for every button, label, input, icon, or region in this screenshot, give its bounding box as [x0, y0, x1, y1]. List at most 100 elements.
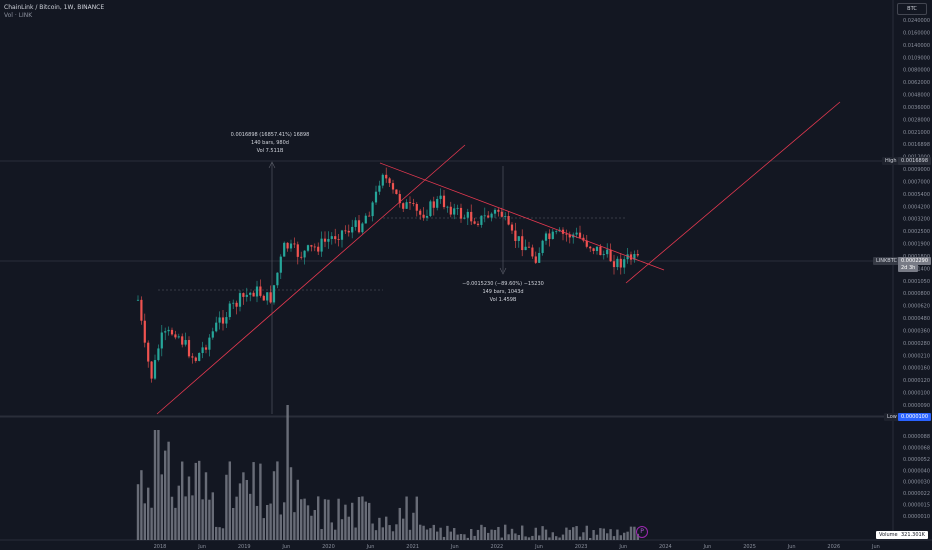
volume-bar — [490, 529, 493, 540]
volume-bar — [453, 528, 456, 540]
candle-body — [150, 361, 153, 379]
price-axis-label: 0.0000620 — [903, 304, 930, 310]
candle-body — [300, 256, 303, 258]
candle-body — [262, 295, 265, 301]
candle-body — [266, 292, 269, 301]
volume-axis-label: 0.0000040 — [903, 468, 930, 474]
candle-body — [218, 317, 221, 323]
volume-bar — [524, 536, 527, 540]
price-axis-label: 0.0062000 — [903, 80, 930, 86]
volume-axis-label: 0.0000022 — [903, 491, 930, 497]
candle-body — [538, 252, 541, 263]
candle-body — [541, 240, 544, 253]
volume-bar — [364, 501, 367, 540]
price-axis-label: 0.0000280 — [903, 341, 930, 347]
price-axis-label: 0.0021000 — [903, 130, 930, 136]
price-axis-label: 0.0000800 — [903, 291, 930, 297]
volume-bar — [572, 527, 575, 540]
volume-bar — [201, 499, 204, 540]
time-axis-label: Jun — [366, 544, 375, 550]
candle-body — [391, 183, 395, 190]
volume-bar — [391, 531, 395, 540]
volume-bar — [272, 471, 276, 540]
volume-bar — [228, 461, 231, 540]
volume-bar — [405, 496, 408, 540]
volume-bar — [293, 512, 296, 540]
volume-bar — [623, 532, 626, 540]
volume-bar — [429, 528, 432, 540]
candle-body — [340, 230, 344, 240]
price-range-measurement-down[interactable]: −0.0015230 (−89.60%) −15230 149 bars, 10… — [438, 280, 568, 304]
publish-marker-icon[interactable]: P — [636, 526, 648, 538]
volume-bar — [313, 510, 316, 540]
price-axis-label: 0.0140000 — [903, 43, 930, 49]
volume-bar — [514, 533, 517, 540]
candle-body — [351, 226, 354, 233]
volume-bar — [150, 507, 153, 540]
candle-body — [143, 320, 146, 343]
price-axis-label: 0.0160000 — [903, 30, 930, 36]
candle-body — [286, 242, 289, 249]
candle-body — [374, 191, 378, 203]
measure-up-volume: Vol 7.511B — [256, 148, 284, 154]
price-range-measurement-up[interactable]: 0.0016898 (16857.41%) 16898 140 bars, 98… — [205, 131, 335, 155]
volume-bar — [612, 536, 616, 540]
candle-body — [337, 239, 340, 240]
volume-bar — [289, 467, 293, 540]
volume-bar — [177, 485, 180, 540]
volume-bar — [300, 499, 303, 540]
currency-button[interactable]: BTC — [897, 3, 927, 15]
candle-body — [204, 347, 208, 350]
volume-bar — [419, 524, 422, 540]
candle-body — [354, 220, 357, 227]
volume-bar — [595, 534, 599, 540]
volume-bar — [582, 532, 585, 540]
candle-body — [405, 202, 408, 209]
candle-body — [616, 258, 619, 268]
volume-bar — [344, 504, 347, 540]
candle-body — [599, 246, 602, 256]
candle-body — [534, 256, 537, 263]
price-axis-label: 0.0003200 — [903, 217, 930, 223]
time-axis-label: Jun — [534, 544, 543, 550]
chart-legend: ChainLink / Bitcoin, 1W, BINANCE Vol · L… — [4, 4, 104, 20]
volume-bar — [493, 529, 497, 540]
candle-body — [408, 202, 412, 204]
price-axis-label: 0.0004200 — [903, 204, 930, 210]
candle-body — [578, 232, 582, 238]
symbol-title[interactable]: ChainLink / Bitcoin, 1W, BINANCE — [4, 4, 105, 11]
candle-body — [368, 215, 371, 217]
volume-bar — [483, 527, 486, 540]
candle-body — [446, 206, 449, 208]
candle-body — [296, 244, 299, 257]
volume-bar — [476, 529, 480, 540]
volume-bar — [507, 534, 510, 540]
candle-body — [357, 220, 361, 233]
price-axis-label: 0.0109000 — [903, 55, 930, 61]
volume-legend[interactable]: Vol · LINK — [4, 12, 33, 19]
time-axis-label: Jun — [197, 544, 206, 550]
volume-bar — [561, 534, 565, 540]
volume-bar — [252, 462, 255, 540]
volume-bar — [368, 502, 371, 540]
volume-bar — [266, 504, 269, 540]
candle-body — [170, 329, 174, 335]
candle-body — [480, 215, 483, 225]
candle-body — [385, 174, 388, 179]
time-axis-label: 2026 — [827, 544, 840, 550]
candle-body — [225, 317, 228, 324]
candle-body — [252, 292, 255, 297]
volume-bar — [276, 461, 279, 540]
candle-body — [330, 236, 333, 239]
volume-bar — [534, 527, 537, 540]
volume-bar — [402, 518, 405, 540]
volume-bar — [337, 498, 340, 540]
volume-bar — [480, 524, 483, 540]
volume-bar — [378, 517, 381, 540]
volume-bar — [153, 430, 157, 540]
volume-bar — [238, 483, 242, 540]
candle-body — [629, 254, 633, 260]
time-axis-label: Jun — [618, 544, 627, 550]
measure-up-bars: 140 bars, 980d — [251, 140, 289, 146]
